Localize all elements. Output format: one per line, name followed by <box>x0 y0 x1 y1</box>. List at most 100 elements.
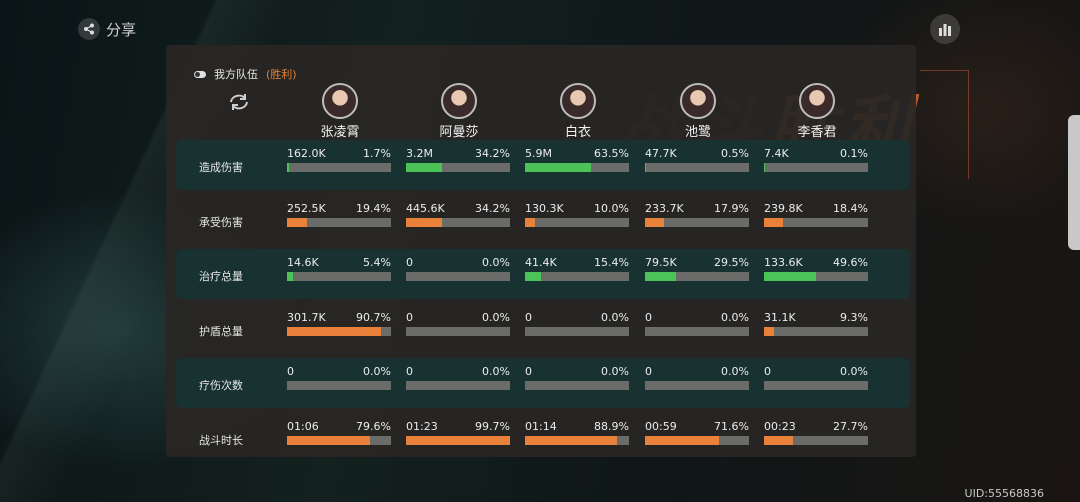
stat-percent: 0.1% <box>840 147 868 160</box>
stat-cell: 0 0.0% <box>525 365 629 393</box>
stat-percent: 0.0% <box>363 365 391 378</box>
hero-column-header[interactable]: 阿曼莎 <box>409 83 509 140</box>
stat-cell: 0 0.0% <box>406 256 510 284</box>
stat-bar-fill <box>287 326 382 336</box>
stat-label: 疗伤次数 <box>199 379 243 392</box>
hero-avatar[interactable] <box>441 83 477 119</box>
stat-value: 5.9M <box>525 147 552 160</box>
hero-avatar[interactable] <box>322 83 358 119</box>
stats-button[interactable] <box>930 14 960 44</box>
stat-percent: 17.9% <box>714 201 749 215</box>
hero-column-header[interactable]: 李香君 <box>767 83 867 140</box>
team-header: 我方队伍 (胜利) <box>194 66 297 82</box>
hero-name: 池鹭 <box>684 125 711 140</box>
stat-value: 130.3K <box>525 201 564 215</box>
team-toggle-icon[interactable] <box>194 70 206 78</box>
hero-avatar[interactable] <box>680 83 716 119</box>
stat-value: 0 <box>764 365 771 378</box>
stat-bar <box>764 272 868 281</box>
stat-cell: 0 0.0% <box>406 365 510 393</box>
stat-percent: 5.4% <box>363 256 391 269</box>
stat-value: 41.4K <box>525 256 557 269</box>
stat-value: 14.6K <box>287 256 319 269</box>
stat-cell: 162.0K 1.7% <box>287 147 391 175</box>
stat-label: 承受伤害 <box>199 215 243 229</box>
share-button[interactable]: 分享 <box>78 18 136 40</box>
stat-bar <box>645 381 749 390</box>
stat-value: 0 <box>406 256 413 269</box>
stat-cell: 01:14 88.9% <box>525 420 629 448</box>
stat-row: 治疗总量 14.6K 5.4% 0 0.0% 41.4K 15.4% 79.5K 29.5% 13… <box>176 249 910 299</box>
stat-percent: 34.2% <box>475 201 510 215</box>
stat-bar <box>287 217 391 227</box>
stat-value: 79.5K <box>645 256 677 269</box>
stat-cell: 5.9M 63.5% <box>525 147 629 175</box>
stat-percent: 88.9% <box>594 419 629 433</box>
stat-percent: 99.7% <box>475 419 510 433</box>
stat-row: 战斗时长 01:06 79.6% 01:23 99.7% 01:14 88.9% 00:59 7… <box>176 413 910 463</box>
stat-percent: 9.3% <box>840 310 868 324</box>
stat-percent: 1.7% <box>363 147 391 160</box>
stat-percent: 34.2% <box>475 147 510 160</box>
stat-cell: 7.4K 0.1% <box>764 147 868 175</box>
share-label: 分享 <box>106 20 137 39</box>
stat-cell: 252.5K 19.4% <box>287 202 391 230</box>
hero-name: 张凌霄 <box>320 125 360 140</box>
stat-cell: 130.3K 10.0% <box>525 202 629 230</box>
uid-label: UID:55568836 <box>964 487 1044 500</box>
hero-avatar[interactable] <box>560 83 596 119</box>
stat-row: 护盾总量 301.7K 90.7% 0 0.0% 0 0.0% 0 0.0% 31.1K 9.3% <box>176 304 910 354</box>
stat-cell: 00:23 27.7% <box>764 420 868 448</box>
stat-percent: 79.6% <box>356 419 391 433</box>
stat-cell: 0 0.0% <box>287 365 391 393</box>
stat-bar <box>645 435 749 445</box>
hero-name: 李香君 <box>797 125 837 140</box>
stat-bar-fill <box>406 435 510 445</box>
battle-stats-panel: 我方队伍 (胜利) 张凌霄 阿曼莎 白衣 池鹭 李香君 造成伤害 162.0K 1.7% 3.… <box>166 45 916 457</box>
stat-bar-fill <box>525 272 542 281</box>
hero-column-header[interactable]: 张凌霄 <box>290 83 390 140</box>
stat-value: 31.1K <box>764 310 796 324</box>
stat-cell: 0 0.0% <box>406 311 510 339</box>
stat-percent: 0.0% <box>721 365 749 378</box>
stat-bar-fill <box>764 326 774 336</box>
stat-bar-fill <box>287 217 308 227</box>
stat-value: 0 <box>525 365 532 378</box>
stat-bar-fill <box>287 272 293 281</box>
stat-bar <box>287 163 391 172</box>
stat-cell: 445.6K 34.2% <box>406 202 510 230</box>
stat-cell: 01:06 79.6% <box>287 420 391 448</box>
side-drawer-handle[interactable] <box>1068 115 1080 250</box>
refresh-icon[interactable] <box>226 92 252 116</box>
stat-percent: 0.0% <box>721 310 749 324</box>
stat-percent: 0.5% <box>721 147 749 160</box>
stat-bar <box>645 326 749 336</box>
stat-bar-fill <box>764 435 793 445</box>
stat-percent: 0.0% <box>482 365 510 378</box>
stat-bar-fill <box>525 163 592 172</box>
stat-percent: 49.6% <box>833 256 868 269</box>
hero-name: 阿曼莎 <box>439 125 479 140</box>
stat-label: 战斗时长 <box>199 433 243 447</box>
stat-bar <box>525 381 629 390</box>
team-result: (胜利) <box>266 68 297 81</box>
stat-cell: 3.2M 34.2% <box>406 147 510 175</box>
stat-bar <box>764 381 868 390</box>
stat-value: 7.4K <box>764 147 789 160</box>
stat-percent: 10.0% <box>594 201 629 215</box>
stat-cell: 79.5K 29.5% <box>645 256 749 284</box>
stat-cell: 0 0.0% <box>645 311 749 339</box>
stat-cell: 233.7K 17.9% <box>645 202 749 230</box>
hero-header: 张凌霄 阿曼莎 白衣 池鹭 李香君 <box>166 83 916 143</box>
stat-bar <box>645 217 749 227</box>
hero-avatar[interactable] <box>799 83 835 119</box>
hero-column-header[interactable]: 白衣 <box>528 83 628 140</box>
stat-bar <box>287 326 391 336</box>
stat-percent: 0.0% <box>601 365 629 378</box>
stat-value: 3.2M <box>406 147 433 160</box>
stat-value: 01:14 <box>525 419 557 433</box>
stat-percent: 0.0% <box>482 310 510 324</box>
stat-bar-fill <box>645 217 664 227</box>
hero-column-header[interactable]: 池鹭 <box>648 83 748 140</box>
stat-value: 445.6K <box>406 201 445 215</box>
